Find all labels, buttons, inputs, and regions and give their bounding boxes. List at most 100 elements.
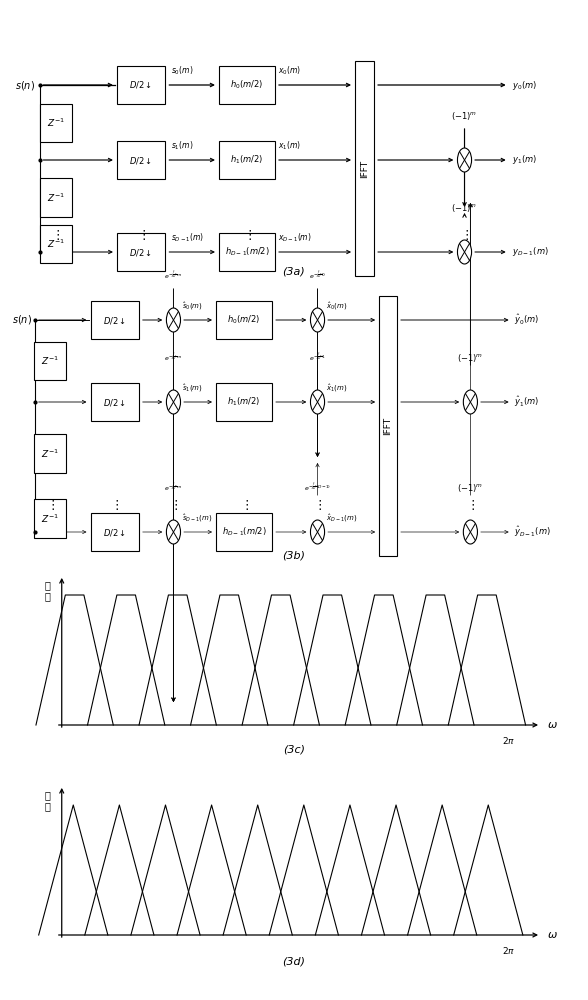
Text: $e^{-j\frac{f_{D}}{D}m}$: $e^{-j\frac{f_{D}}{D}m}$ [164,481,183,494]
Bar [91,383,139,421]
Circle shape [463,520,477,544]
Bar [117,141,165,179]
Text: $s_{D-1}(m)$: $s_{D-1}(m)$ [171,232,204,244]
Bar [219,141,275,179]
Text: IFFT: IFFT [383,417,393,435]
Text: $\omega$: $\omega$ [547,720,557,730]
Bar [216,383,272,421]
Circle shape [166,390,181,414]
Circle shape [457,148,472,172]
Text: $D/2\downarrow$: $D/2\downarrow$ [103,396,126,408]
Text: $D/2\downarrow$: $D/2\downarrow$ [129,154,153,165]
Bar [117,233,165,271]
Circle shape [310,390,325,414]
Text: $y_{D-1}(m)$: $y_{D-1}(m)$ [512,245,549,258]
Text: $x_1(m)$: $x_1(m)$ [278,139,301,152]
Text: $(-1)^m$: $(-1)^m$ [452,202,477,214]
Text: 幅
度: 幅 度 [44,580,50,602]
Circle shape [166,308,181,332]
Text: $\hat{y}_0(m)$: $\hat{y}_0(m)$ [514,313,540,327]
Text: $h_0(m/2)$: $h_0(m/2)$ [228,314,260,326]
Bar [34,342,66,380]
Text: (3c): (3c) [283,745,305,755]
Text: $D/2\downarrow$: $D/2\downarrow$ [129,246,153,257]
Text: $\vdots$: $\vdots$ [136,228,146,242]
Bar [40,104,72,142]
Text: $\vdots$: $\vdots$ [51,228,61,242]
Text: $\vdots$: $\vdots$ [169,498,178,512]
Text: $\hat{x}_0(m)$: $\hat{x}_0(m)$ [326,301,347,312]
Text: $D/2\downarrow$: $D/2\downarrow$ [103,314,126,326]
Circle shape [310,308,325,332]
Text: $D/2\downarrow$: $D/2\downarrow$ [129,80,153,91]
Text: $\vdots$: $\vdots$ [313,498,322,512]
Text: $h_0(m/2)$: $h_0(m/2)$ [230,79,263,91]
Text: $Z^{-1}$: $Z^{-1}$ [41,355,59,367]
Bar [34,499,66,538]
Bar [379,296,397,556]
Text: $e^{-j\frac{f_1}{D}m}$: $e^{-j\frac{f_1}{D}m}$ [165,351,182,364]
Text: 幅
度: 幅 度 [44,790,50,812]
Text: $h_{D-1}(m/2)$: $h_{D-1}(m/2)$ [222,526,266,538]
Bar [91,513,139,551]
Text: $Z^{-1}$: $Z^{-1}$ [47,191,65,204]
Text: $\hat{x}_1(m)$: $\hat{x}_1(m)$ [326,383,347,394]
Text: $2\pi$: $2\pi$ [502,945,515,956]
Text: $e^{-j\frac{f_0}{D}0}$: $e^{-j\frac{f_0}{D}0}$ [309,269,326,282]
Bar [216,513,272,551]
Text: $\vdots$: $\vdots$ [460,228,469,242]
Circle shape [457,240,472,264]
Text: $\vdots$: $\vdots$ [466,498,475,512]
Bar [219,66,275,104]
Bar [40,178,72,217]
Bar [117,66,165,104]
Text: $s(n)$: $s(n)$ [15,79,35,92]
Text: $\hat{s}_{D-1}(m)$: $\hat{s}_{D-1}(m)$ [182,513,212,524]
Text: $y_1(m)$: $y_1(m)$ [512,153,537,166]
Text: $Z^{-1}$: $Z^{-1}$ [47,237,65,250]
Text: $h_1(m/2)$: $h_1(m/2)$ [230,154,263,166]
Text: $s_0(m)$: $s_0(m)$ [171,64,193,77]
Circle shape [166,520,181,544]
Text: (3a): (3a) [283,267,305,277]
Text: $\hat{s}_0(m)$: $\hat{s}_0(m)$ [182,301,202,312]
Text: $\vdots$: $\vdots$ [239,498,249,512]
Text: $e^{-j\frac{f_0}{D}(D\!-\!1)}$: $e^{-j\frac{f_0}{D}(D\!-\!1)}$ [304,481,331,494]
Bar [40,225,72,263]
Text: $x_0(m)$: $x_0(m)$ [278,64,301,77]
Text: $D/2\downarrow$: $D/2\downarrow$ [103,526,126,538]
Text: $\hat{y}_{D-1}(m)$: $\hat{y}_{D-1}(m)$ [514,525,552,539]
Text: $h_{D-1}(m/2)$: $h_{D-1}(m/2)$ [225,246,269,258]
Text: $(-1)^m$: $(-1)^m$ [457,482,483,494]
Text: $Z^{-1}$: $Z^{-1}$ [47,116,65,129]
Text: $(-1)^m$: $(-1)^m$ [457,352,483,364]
Bar [219,233,275,271]
Circle shape [463,390,477,414]
Text: $x_{D-1}(m)$: $x_{D-1}(m)$ [278,232,312,244]
Bar [91,301,139,339]
Text: $\hat{x}_{D-1}(m)$: $\hat{x}_{D-1}(m)$ [326,513,357,524]
Text: $h_1(m/2)$: $h_1(m/2)$ [228,396,260,408]
Text: $\vdots$: $\vdots$ [242,228,252,242]
Bar [216,301,272,339]
Circle shape [310,520,325,544]
Text: $\vdots$: $\vdots$ [110,498,119,512]
Text: $\omega$: $\omega$ [547,930,557,940]
Text: $s_1(m)$: $s_1(m)$ [171,139,193,152]
Bar [355,61,374,276]
Text: $Z^{-1}$: $Z^{-1}$ [41,512,59,525]
Text: $s(n)$: $s(n)$ [12,314,32,326]
Text: $e^{-j\frac{f_0}{D}1}$: $e^{-j\frac{f_0}{D}1}$ [309,351,326,364]
Text: $\hat{y}_1(m)$: $\hat{y}_1(m)$ [514,395,540,409]
Text: $\hat{s}_1(m)$: $\hat{s}_1(m)$ [182,383,202,394]
Text: (3d): (3d) [282,957,306,967]
Text: $\vdots$: $\vdots$ [45,498,55,512]
Text: (3b): (3b) [282,550,306,560]
Text: IFFT: IFFT [360,159,369,178]
Bar [34,434,66,473]
Text: $2\pi$: $2\pi$ [502,735,515,746]
Text: $e^{-j\frac{f_0}{D}m}$: $e^{-j\frac{f_0}{D}m}$ [165,269,182,282]
Text: $(-1)^m$: $(-1)^m$ [452,110,477,122]
Text: $y_0(m)$: $y_0(m)$ [512,79,537,92]
Text: $Z^{-1}$: $Z^{-1}$ [41,447,59,460]
